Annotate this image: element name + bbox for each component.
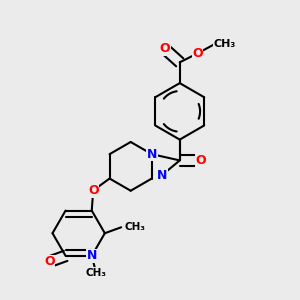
Text: O: O (44, 255, 55, 268)
Text: CH₃: CH₃ (86, 268, 107, 278)
Text: N: N (87, 249, 97, 262)
Text: CH₃: CH₃ (214, 40, 236, 50)
Text: O: O (192, 47, 203, 60)
Text: N: N (157, 169, 167, 182)
Text: O: O (160, 42, 170, 56)
Text: CH₃: CH₃ (124, 222, 145, 232)
Text: O: O (195, 154, 206, 167)
Text: O: O (88, 184, 98, 197)
Text: N: N (147, 148, 157, 161)
